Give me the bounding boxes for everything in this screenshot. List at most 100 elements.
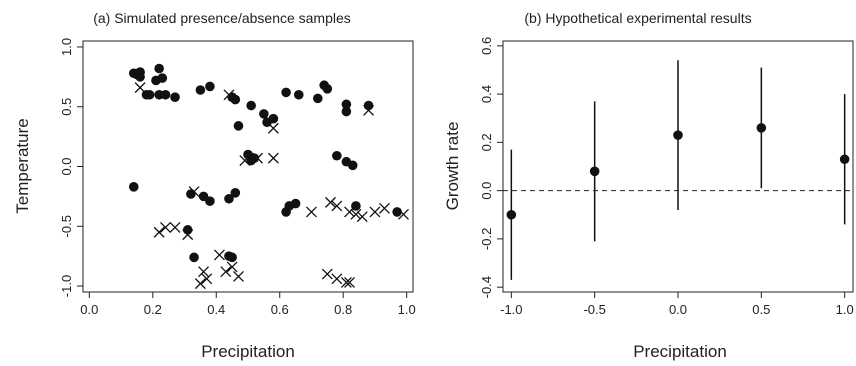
panel-a-x-tick-label: 0.6 [271, 302, 289, 317]
panel-b-y-ticks: -0.4 -0.2 0.0 0.2 0.4 0.6 [479, 37, 503, 298]
presence-point [246, 100, 256, 111]
absence-point [321, 268, 333, 280]
presence-point [224, 193, 234, 204]
presence-point [233, 121, 244, 131]
panel-b-y-tick-label: -0.4 [479, 276, 494, 298]
absence-point [134, 82, 146, 94]
panel-b-y-tick-label: 0.0 [479, 182, 494, 200]
panel-b-points [506, 60, 850, 280]
panel-a-y-axis-label: Temperature [13, 118, 32, 213]
absence-point [223, 89, 235, 101]
absence-point [340, 276, 352, 288]
panel-b-y-tick-label: 0.2 [479, 133, 494, 151]
panel-b-x-tick-label: 0.0 [669, 302, 687, 317]
panel-a-x-axis-label: Precipitation [201, 342, 295, 361]
presence-point [144, 89, 155, 100]
panel-a-y-tick-label: -0.5 [59, 215, 74, 237]
presence-point [322, 84, 333, 94]
absence-point [194, 278, 206, 290]
growth-rate-point [673, 130, 683, 140]
panel-a-x-tick-label: 0.0 [80, 302, 98, 317]
panel-a: (a) Simulated presence/absence samples P… [13, 10, 416, 361]
growth-rate-point [839, 154, 850, 165]
absence-point [153, 226, 165, 238]
panel-b-y-tick-label: 0.4 [479, 85, 494, 103]
presence-point [230, 94, 241, 105]
presence-point [154, 63, 164, 74]
panel-b-x-ticks: -1.0 -0.5 0.0 0.5 1.0 [500, 292, 854, 317]
presence-point [290, 198, 301, 209]
panel-b-x-tick-label: 1.0 [836, 302, 854, 317]
presence-point [195, 85, 206, 95]
presence-point [341, 106, 352, 117]
presence-point [293, 89, 304, 100]
presence-point [160, 89, 171, 100]
presence-point [157, 73, 168, 83]
panel-a-y-tick-label: 0.0 [59, 157, 74, 175]
presence-point [363, 100, 374, 111]
panel-b-title: (b) Hypothetical experimental results [524, 10, 751, 26]
panel-a-y-tick-label: 0.5 [59, 98, 74, 116]
presence-point [128, 182, 139, 192]
absence-point [182, 229, 194, 241]
presence-point [205, 196, 215, 206]
panel-a-x-tick-label: 0.2 [144, 302, 162, 317]
panel-a-y-ticks: -1.0 -0.5 0.0 0.5 1.0 [59, 38, 83, 297]
panel-b-x-tick-label: -1.0 [500, 302, 522, 317]
absence-point [267, 122, 279, 134]
presence-point [170, 92, 180, 102]
absence-point [233, 271, 244, 282]
absence-point [267, 152, 279, 164]
panel-b-y-tick-label: -0.2 [479, 228, 494, 250]
presence-point [341, 99, 352, 110]
presence-point [230, 187, 241, 198]
absence-point [220, 266, 232, 278]
panel-a-x-tick-label: 0.4 [207, 302, 225, 317]
absence-point [378, 202, 390, 214]
absence-point [169, 221, 181, 233]
presence-point [347, 160, 358, 171]
absence-point [188, 186, 200, 198]
absence-point [239, 155, 251, 166]
presence-point [189, 252, 199, 263]
panel-b-y-axis-label: Growth rate [443, 122, 462, 211]
absence-point [306, 206, 317, 218]
absence-point [160, 221, 171, 233]
presence-point [205, 81, 215, 92]
panel-b-x-tick-label: 0.5 [752, 302, 770, 317]
absence-point [369, 206, 381, 218]
absence-point [344, 206, 355, 218]
panel-a-points [128, 63, 409, 290]
panel-b-y-tick-label: 0.6 [479, 37, 494, 55]
growth-rate-point [756, 123, 767, 133]
presence-point [259, 109, 269, 119]
presence-point [135, 72, 145, 82]
absence-point [331, 273, 343, 285]
panel-b-x-axis-label: Precipitation [633, 342, 727, 361]
panel-b: (b) Hypothetical experimental results Pr… [443, 10, 854, 361]
panel-a-x-tick-label: 1.0 [398, 302, 416, 317]
absence-point [363, 104, 375, 116]
absence-point [252, 152, 263, 164]
panel-a-y-tick-label: -1.0 [59, 275, 74, 297]
presence-point [268, 113, 279, 124]
absence-point [356, 211, 368, 223]
absence-point [331, 200, 343, 212]
absence-point [226, 261, 238, 273]
absence-point [213, 249, 225, 261]
absence-point [398, 208, 409, 220]
panel-a-y-tick-label: 1.0 [59, 38, 74, 56]
panel-a-title: (a) Simulated presence/absence samples [93, 10, 351, 26]
panel-a-plot-frame [82, 40, 414, 293]
absence-point [350, 208, 362, 220]
panel-a-x-ticks: 0.0 0.2 0.4 0.6 0.8 1.0 [80, 292, 416, 317]
absence-point [201, 273, 213, 285]
absence-point [344, 276, 355, 288]
presence-point [281, 87, 291, 98]
panel-b-x-tick-label: -0.5 [583, 302, 605, 317]
presence-point [249, 153, 260, 163]
presence-point [332, 150, 342, 161]
panel-a-x-tick-label: 0.8 [334, 302, 352, 317]
growth-rate-point [506, 209, 517, 220]
